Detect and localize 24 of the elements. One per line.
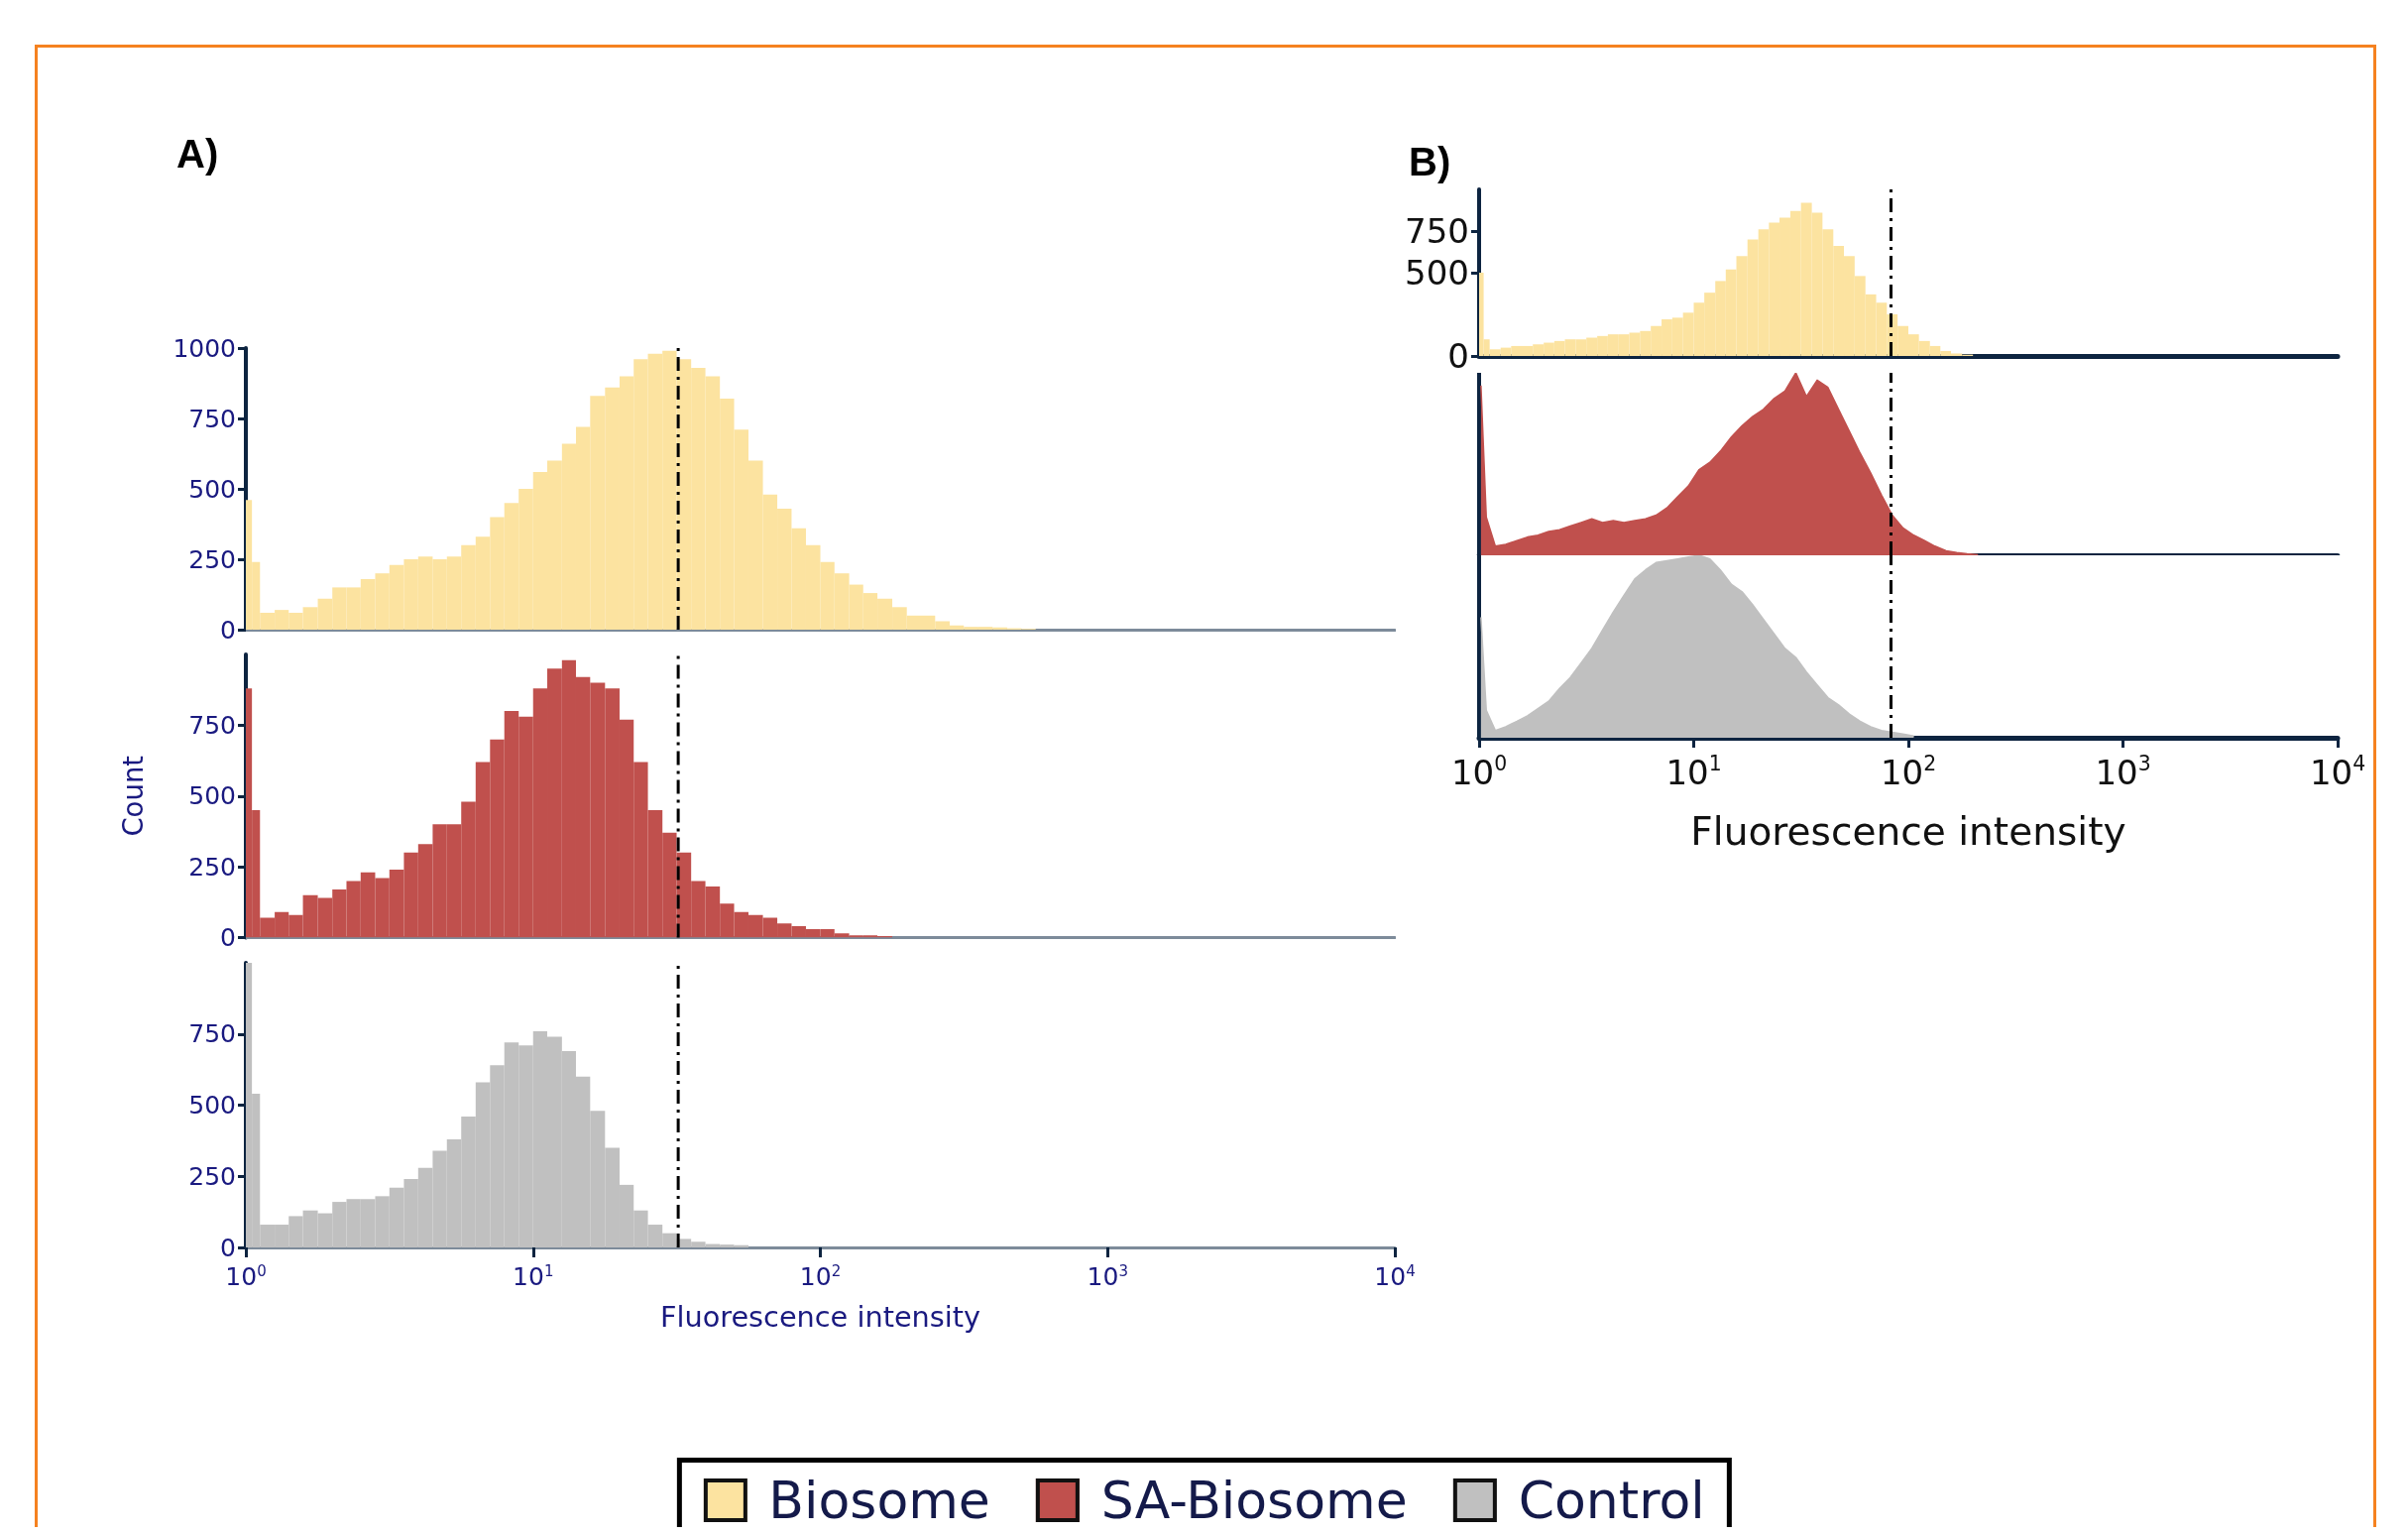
x-axis-title: Fluorescence intensity (1690, 808, 2126, 854)
x-axis-title: Fluorescence intensity (659, 1299, 981, 1334)
chart-title: A) (176, 132, 219, 176)
chart-title: B) (1409, 140, 1451, 183)
y-tick-label: 750 (188, 710, 236, 740)
y-tick-label: 0 (220, 615, 236, 645)
y-tick-label: 750 (188, 1019, 236, 1049)
y-tick-label: 750 (1405, 211, 1469, 251)
legend-label: Control (1518, 1471, 1705, 1529)
y-tick-label: 500 (188, 474, 236, 504)
y-tick-label: 500 (188, 1091, 236, 1120)
legend-label: Biosome (768, 1471, 990, 1529)
y-tick-label: 250 (188, 544, 236, 574)
y-tick-label: 0 (1447, 336, 1469, 376)
y-tick-label: 0 (220, 923, 236, 952)
y-tick-label: 250 (188, 1161, 236, 1191)
y-tick-label: 500 (1405, 253, 1469, 293)
y-tick-label: 500 (188, 781, 236, 811)
y-axis-title: Count (117, 755, 149, 837)
y-tick-label: 0 (220, 1233, 236, 1262)
legend-label: SA-Biosome (1100, 1471, 1408, 1529)
y-tick-label: 1000 (172, 333, 236, 363)
y-tick-label: 250 (188, 852, 236, 882)
y-tick-label: 750 (188, 404, 236, 433)
